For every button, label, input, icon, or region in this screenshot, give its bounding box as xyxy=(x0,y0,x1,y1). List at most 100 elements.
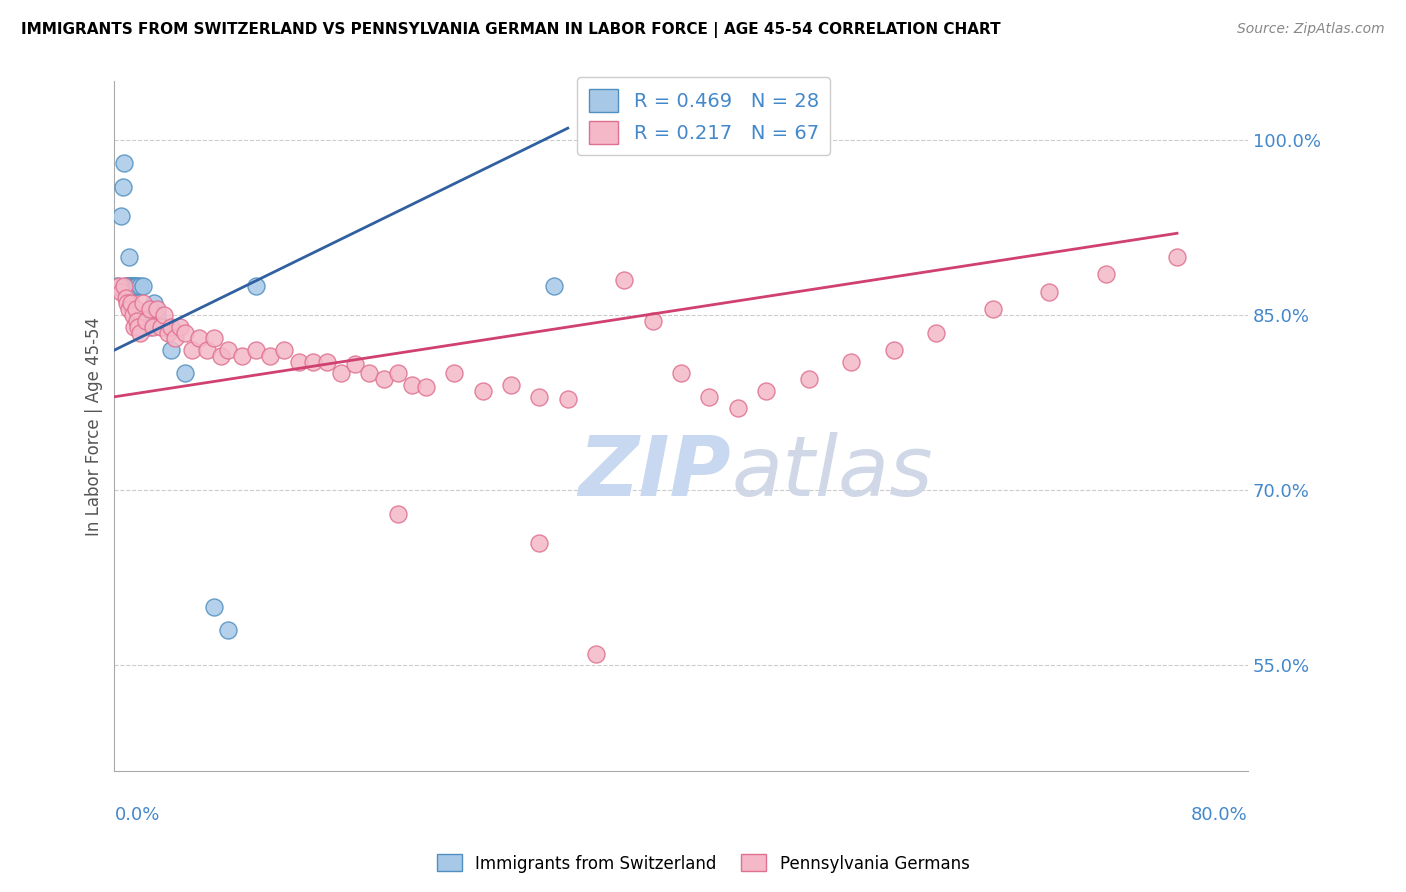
Point xyxy=(641,314,664,328)
Point xyxy=(471,384,494,398)
Point xyxy=(124,302,146,317)
Point xyxy=(114,291,136,305)
Point xyxy=(157,326,180,340)
Point xyxy=(1095,267,1118,281)
Point xyxy=(153,308,176,322)
Point xyxy=(111,179,134,194)
Point xyxy=(169,319,191,334)
Point xyxy=(135,314,157,328)
Point xyxy=(129,326,152,340)
Point xyxy=(122,278,145,293)
Point xyxy=(344,357,367,371)
Point xyxy=(117,302,139,317)
Point xyxy=(139,302,162,317)
Point xyxy=(110,285,132,299)
Point xyxy=(125,278,148,293)
Text: ZIP: ZIP xyxy=(578,433,731,513)
Point xyxy=(415,380,437,394)
Point xyxy=(107,278,129,293)
Point xyxy=(1166,250,1188,264)
Legend: Immigrants from Switzerland, Pennsylvania Germans: Immigrants from Switzerland, Pennsylvani… xyxy=(430,847,976,880)
Point xyxy=(443,367,465,381)
Point xyxy=(316,355,339,369)
Point xyxy=(165,331,187,345)
Point xyxy=(231,349,253,363)
Point xyxy=(1038,285,1060,299)
Point xyxy=(110,209,132,223)
Point xyxy=(160,343,183,357)
Point xyxy=(117,278,139,293)
Point xyxy=(755,384,778,398)
Point xyxy=(143,296,166,310)
Point xyxy=(883,343,905,357)
Point xyxy=(142,319,165,334)
Point xyxy=(125,314,148,328)
Point xyxy=(160,319,183,334)
Point xyxy=(613,273,636,287)
Point xyxy=(925,326,948,340)
Point xyxy=(259,349,281,363)
Point xyxy=(202,600,225,615)
Point xyxy=(115,278,138,293)
Legend: R = 0.469   N = 28, R = 0.217   N = 67: R = 0.469 N = 28, R = 0.217 N = 67 xyxy=(578,78,831,155)
Point xyxy=(529,390,551,404)
Point xyxy=(287,355,309,369)
Point xyxy=(115,296,138,310)
Point xyxy=(699,390,721,404)
Point xyxy=(129,278,152,293)
Point xyxy=(128,319,150,334)
Point xyxy=(128,308,150,322)
Point xyxy=(373,372,395,386)
Point xyxy=(124,278,146,293)
Point xyxy=(117,250,139,264)
Point xyxy=(359,367,381,381)
Point xyxy=(146,308,169,322)
Text: 0.0%: 0.0% xyxy=(114,805,160,823)
Point xyxy=(839,355,862,369)
Point xyxy=(146,302,169,317)
Point xyxy=(195,343,218,357)
Point xyxy=(174,326,197,340)
Point xyxy=(122,319,145,334)
Text: atlas: atlas xyxy=(731,433,932,513)
Point xyxy=(669,367,692,381)
Point xyxy=(181,343,204,357)
Point xyxy=(135,308,157,322)
Point xyxy=(585,647,607,661)
Point xyxy=(132,296,155,310)
Point xyxy=(139,319,162,334)
Point xyxy=(121,308,143,322)
Point xyxy=(330,367,353,381)
Point xyxy=(245,278,267,293)
Point xyxy=(153,319,176,334)
Point xyxy=(529,536,551,550)
Point xyxy=(121,278,143,293)
Text: 80.0%: 80.0% xyxy=(1191,805,1249,823)
Point xyxy=(188,331,211,345)
Point xyxy=(120,278,142,293)
Point xyxy=(273,343,295,357)
Point xyxy=(401,378,423,392)
Point xyxy=(387,507,409,521)
Point xyxy=(118,278,141,293)
Point xyxy=(301,355,323,369)
Point xyxy=(174,367,197,381)
Point xyxy=(387,367,409,381)
Point xyxy=(981,302,1004,317)
Point xyxy=(245,343,267,357)
Point xyxy=(557,392,579,406)
Text: IMMIGRANTS FROM SWITZERLAND VS PENNSYLVANIA GERMAN IN LABOR FORCE | AGE 45-54 CO: IMMIGRANTS FROM SWITZERLAND VS PENNSYLVA… xyxy=(21,22,1001,38)
Point xyxy=(120,296,142,310)
Point xyxy=(543,278,565,293)
Point xyxy=(150,319,173,334)
Text: Source: ZipAtlas.com: Source: ZipAtlas.com xyxy=(1237,22,1385,37)
Point xyxy=(105,278,128,293)
Point xyxy=(797,372,820,386)
Point xyxy=(202,331,225,345)
Point xyxy=(217,624,239,638)
Y-axis label: In Labor Force | Age 45-54: In Labor Force | Age 45-54 xyxy=(86,317,103,535)
Point xyxy=(501,378,523,392)
Point xyxy=(132,278,155,293)
Point xyxy=(217,343,239,357)
Point xyxy=(112,278,135,293)
